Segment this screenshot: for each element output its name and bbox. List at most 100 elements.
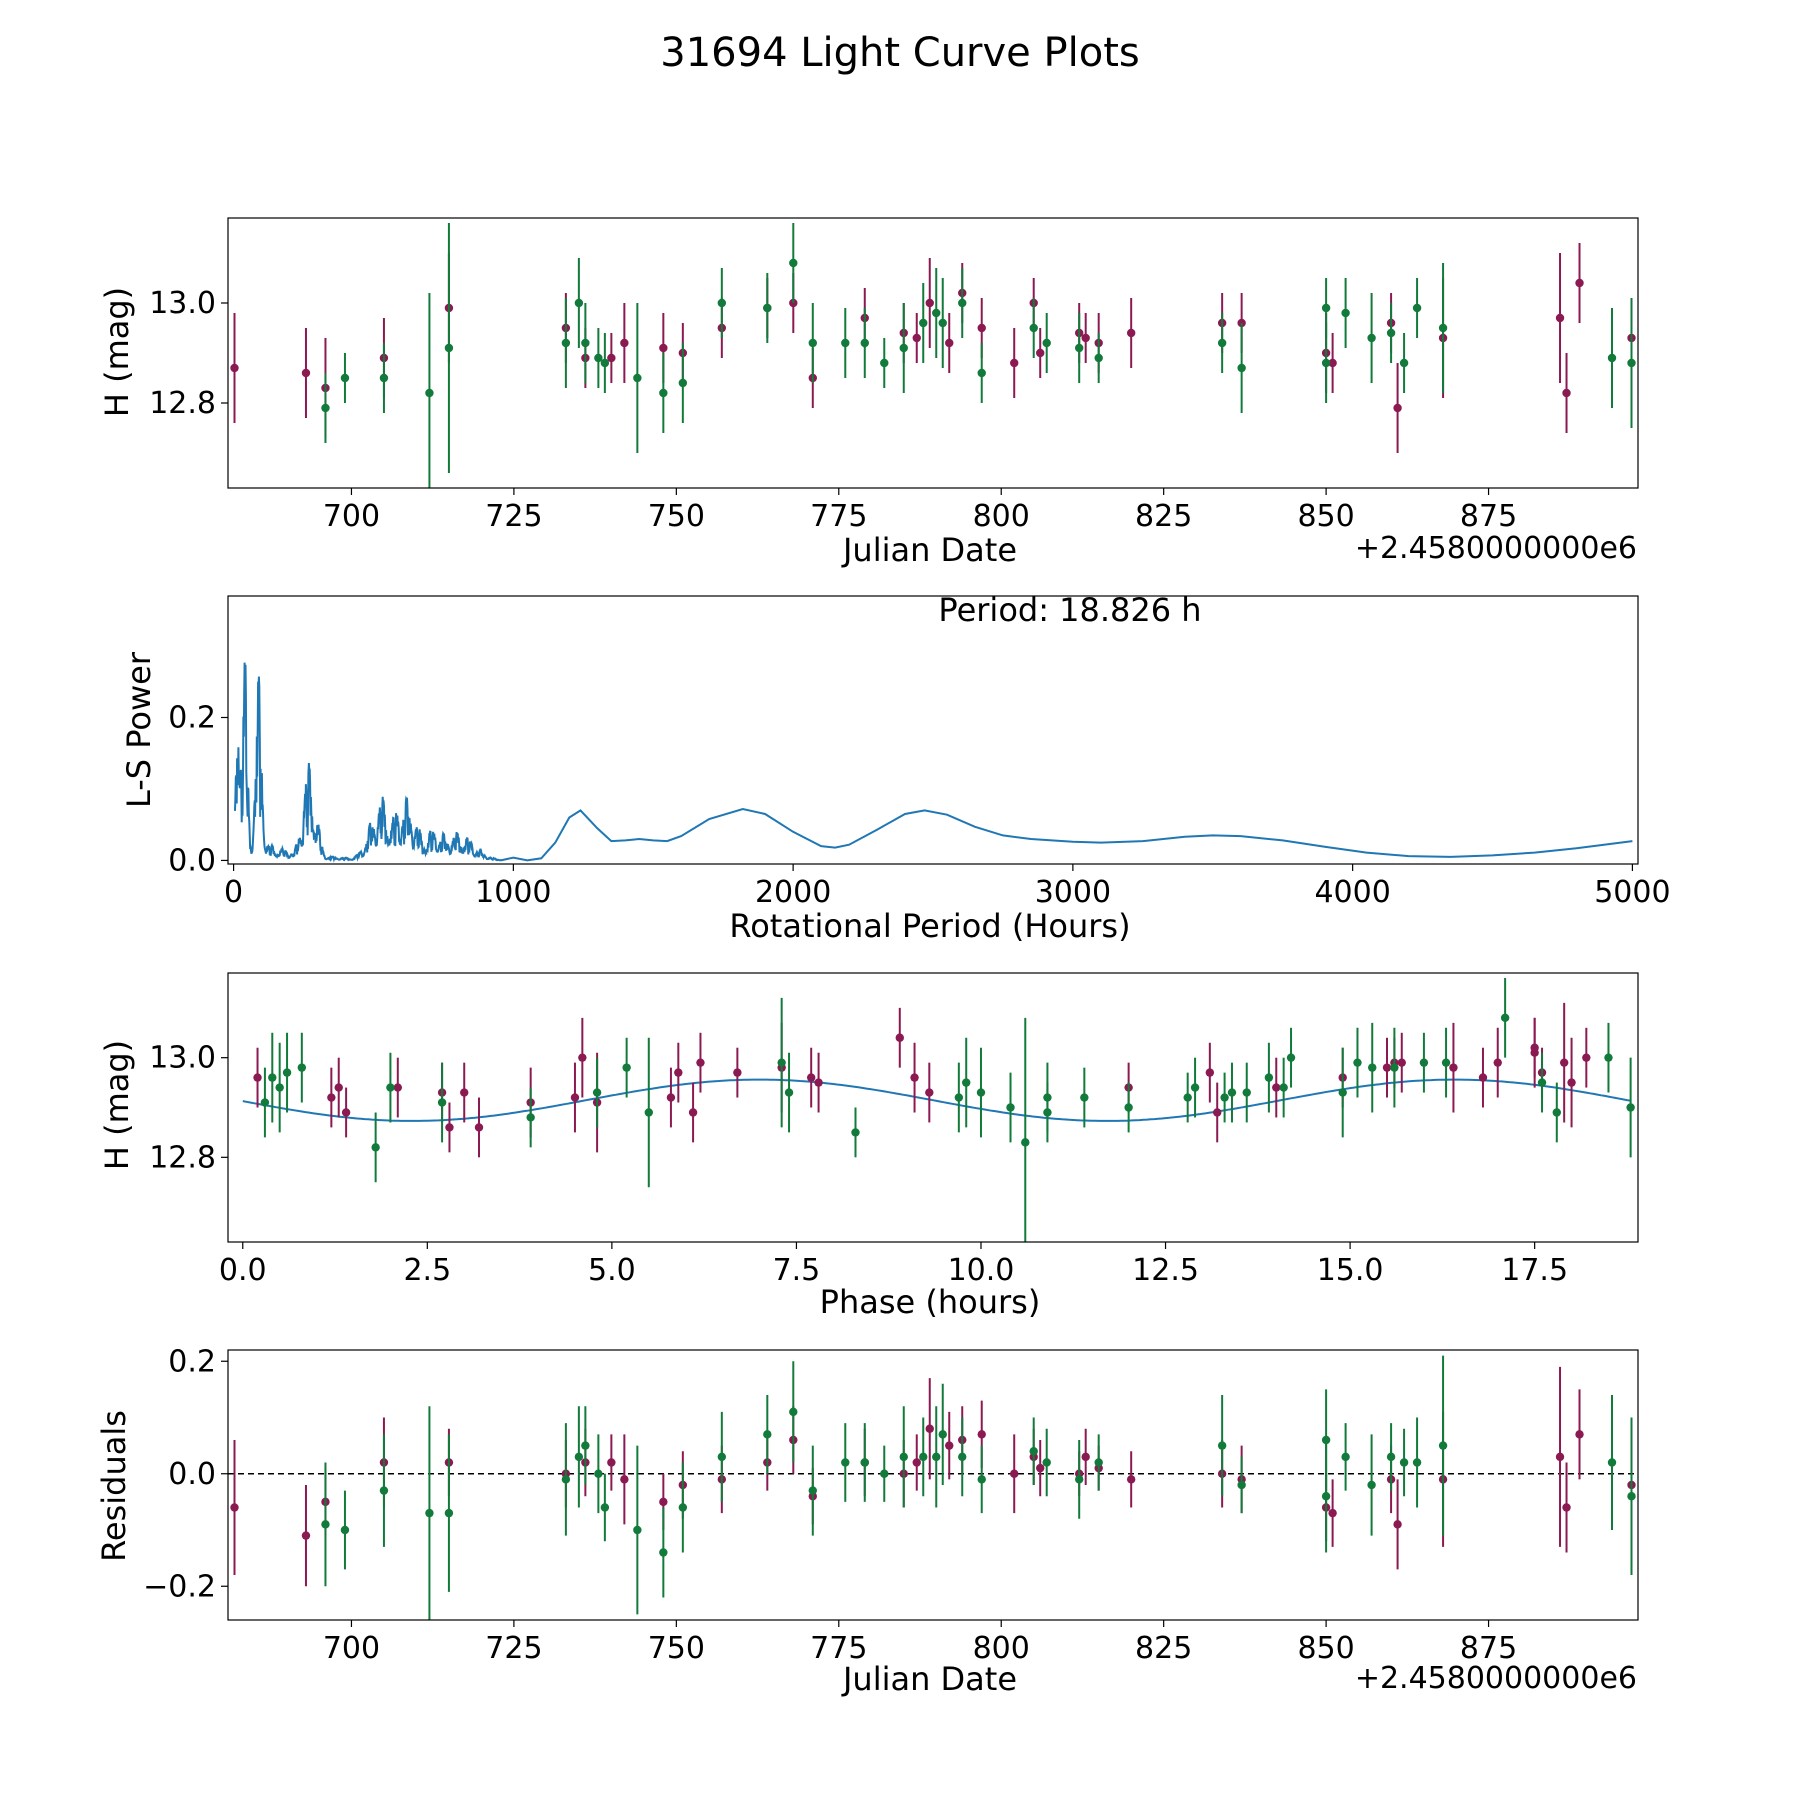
data-point: [1264, 1073, 1274, 1082]
data-point: [1412, 303, 1422, 313]
data-point: [474, 1123, 484, 1132]
data-point: [1386, 328, 1396, 338]
x-tick-label: 875: [1460, 1631, 1517, 1666]
data-point: [666, 1093, 676, 1102]
data-point: [561, 338, 571, 348]
data-point: [620, 338, 629, 348]
y-tick-label: 0.0: [168, 1457, 216, 1492]
data-point: [1080, 1093, 1089, 1102]
data-point: [622, 1063, 631, 1072]
data-point: [1124, 1103, 1133, 1112]
data-point: [321, 1520, 330, 1529]
data-point: [958, 298, 967, 308]
data-point: [334, 1083, 343, 1092]
data-point: [253, 1073, 262, 1082]
data-point: [784, 1088, 794, 1097]
data-point: [860, 1458, 869, 1467]
data-point: [1562, 388, 1571, 398]
data-point: [1237, 363, 1246, 373]
data-point: [1242, 1088, 1251, 1097]
data-point: [1399, 358, 1409, 368]
data-point: [1321, 1435, 1331, 1445]
data-point: [526, 1113, 535, 1122]
data-point: [899, 1452, 908, 1462]
data-point: [841, 1458, 850, 1467]
data-point: [644, 1108, 653, 1117]
data-point: [958, 1452, 967, 1462]
data-point: [570, 1093, 580, 1102]
axes-frame: [227, 972, 1639, 1243]
data-point: [1227, 1088, 1237, 1097]
data-point: [1279, 1083, 1288, 1092]
x-tick-label: 775: [810, 1631, 867, 1666]
data-point: [1582, 1053, 1591, 1062]
data-point: [1537, 1078, 1547, 1087]
data-point: [977, 1430, 986, 1439]
data-point: [1438, 323, 1448, 333]
x-tick-label: 850: [1297, 1631, 1354, 1666]
data-point: [1368, 1063, 1377, 1072]
data-point: [297, 1063, 307, 1072]
data-point: [301, 1531, 311, 1540]
x-tick-label: 5000: [1594, 875, 1670, 910]
data-point: [1126, 1475, 1136, 1484]
data-point: [1559, 1058, 1569, 1067]
data-point: [777, 1058, 786, 1067]
data-point: [437, 1098, 447, 1107]
data-point: [919, 318, 928, 328]
data-point: [919, 1452, 928, 1462]
data-point: [600, 1503, 610, 1512]
data-point: [977, 368, 986, 378]
data-point: [976, 1088, 986, 1097]
axes-frame: [227, 217, 1639, 489]
axes-frame: [227, 1349, 1639, 1621]
lightcurve-panel: Julian Date H (mag) +2.4580000000e6 700 7…: [98, 217, 1639, 569]
data-point: [1438, 1441, 1448, 1450]
data-point: [1441, 1058, 1451, 1067]
data-point: [1500, 1013, 1510, 1023]
data-point: [594, 1469, 603, 1478]
data-point: [860, 338, 869, 348]
data-point: [912, 1458, 921, 1467]
x-tick-label: 750: [648, 499, 705, 534]
data-point: [574, 298, 584, 308]
data-point: [1367, 333, 1376, 343]
data-point: [1217, 1441, 1227, 1450]
data-point: [938, 1430, 947, 1439]
data-point: [1397, 1058, 1406, 1067]
data-point: [808, 1486, 817, 1495]
phased-panel: Phase (hours) H (mag) 0.0 2.5 5.0 7.5 10.0 12…: [98, 972, 1639, 1321]
data-point: [581, 338, 590, 348]
data-point: [1367, 1480, 1376, 1490]
data-point: [1412, 1458, 1422, 1467]
data-point: [899, 343, 908, 353]
y-axis-label: H (mag): [98, 1040, 136, 1170]
data-point: [895, 1033, 904, 1042]
data-point: [1555, 313, 1565, 323]
data-point: [341, 1108, 351, 1117]
x-tick-label: 3000: [1035, 875, 1111, 910]
data-point: [607, 353, 616, 363]
data-point: [1604, 1053, 1613, 1062]
data-point: [910, 1073, 919, 1082]
y-axis-label: L-S Power: [120, 651, 158, 808]
data-point: [1627, 358, 1636, 368]
data-point: [717, 298, 727, 308]
data-point: [425, 1508, 434, 1518]
plot-area: [230, 223, 1636, 488]
x-axis-label: Phase (hours): [820, 1283, 1041, 1321]
y-tick-label: 0.2: [168, 700, 216, 735]
data-point: [260, 1098, 270, 1107]
data-point: [1555, 1452, 1565, 1462]
data-point: [977, 1475, 986, 1484]
data-point: [1190, 1083, 1200, 1092]
x-tick-label: 0: [224, 875, 243, 910]
power-curve: [234, 662, 1633, 863]
data-point: [1126, 328, 1136, 338]
data-point: [733, 1068, 742, 1077]
data-point: [1094, 353, 1103, 363]
x-tick-label: 725: [485, 1631, 542, 1666]
x-axis-label: Julian Date: [841, 1660, 1017, 1698]
data-point: [659, 1548, 668, 1557]
data-point: [1183, 1093, 1192, 1102]
